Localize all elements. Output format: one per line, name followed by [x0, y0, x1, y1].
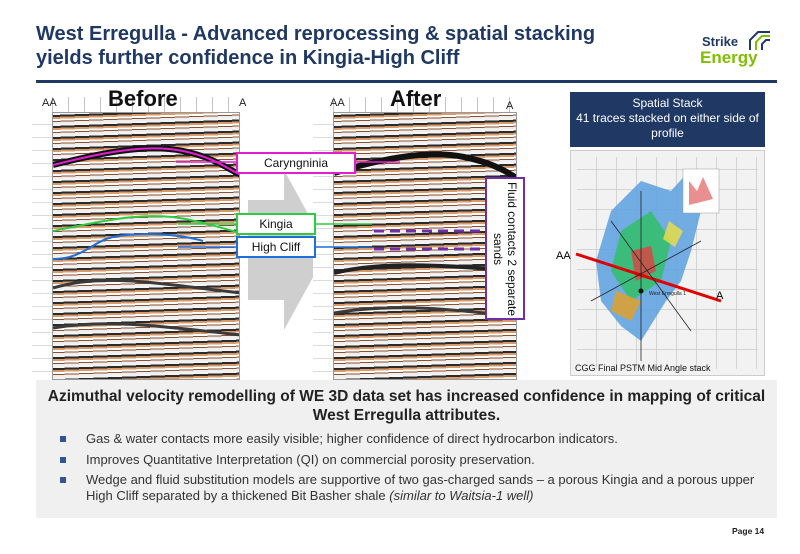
title-line-2: yields further confidence in Kingia-High… — [36, 47, 460, 69]
before-right-label: A — [239, 97, 247, 109]
summary-panel — [36, 380, 777, 518]
carynginia-callout: Caryngninia — [236, 152, 356, 174]
fluid-contacts-label: Fluid contacts 2 separate sands — [491, 181, 519, 316]
summary-bullet-3-note: (similar to Waitsia-1 well) — [389, 487, 534, 503]
logo-word-strike: Strike — [702, 34, 739, 49]
spatial-stack-left-label: AA — [556, 250, 571, 262]
title-divider — [36, 80, 777, 83]
before-title: Before — [108, 86, 178, 111]
fluid-contacts-callout: Fluid contacts 2 separate sands — [485, 177, 525, 320]
carynginia-label: Caryngninia — [263, 156, 329, 170]
spatial-stack-title: Spatial Stack — [632, 96, 703, 110]
strike-energy-logo: Strike Energy — [668, 28, 778, 72]
spatial-stack-subtitle: 41 traces stacked on either side of prof… — [576, 111, 759, 140]
spatial-stack-right-label: A — [716, 290, 724, 302]
after-title: After — [390, 86, 442, 111]
after-left-label: AA — [330, 97, 345, 109]
spatial-stack-caption: CGG Final PSTM Mid Angle stack — [575, 363, 711, 373]
logo-word-energy: Energy — [700, 48, 758, 67]
summary-headline: Azimuthal velocity remodelling of WE 3D … — [47, 388, 766, 424]
kingia-label: Kingia — [259, 217, 293, 231]
spatial-stack-map: West Erregulla 1 CGG Final PSTM Mid Angl… — [570, 150, 765, 376]
summary-bullets: Gas & water contacts more easily visible… — [60, 431, 770, 508]
after-top-axis — [333, 97, 517, 112]
logo-mark-icon — [749, 31, 770, 50]
after-right-label: A — [506, 100, 514, 112]
spatial-stack-header: Spatial Stack 41 traces stacked on eithe… — [570, 92, 765, 147]
title-line-1: West Erregulla - Advanced reprocessing &… — [36, 23, 596, 45]
kingia-callout: Kingia — [236, 213, 316, 235]
summary-bullet-2: Improves Quantitative Interpretation (QI… — [60, 452, 770, 468]
before-top-axis — [52, 97, 240, 112]
summary-bullet-3: Wedge and fluid substitution models are … — [60, 472, 770, 503]
summary-bullet-1: Gas & water contacts more easily visible… — [60, 431, 770, 447]
high-cliff-callout: High Cliff — [236, 236, 316, 258]
page-title: West Erregulla - Advanced reprocessing &… — [36, 22, 636, 70]
well-label: West Erregulla 1 — [649, 291, 686, 297]
after-depth-axis — [313, 112, 333, 380]
page-number: Page 14 — [732, 526, 765, 536]
before-depth-axis — [32, 112, 52, 380]
before-left-label: AA — [42, 97, 57, 109]
high-cliff-label: High Cliff — [251, 240, 301, 254]
before-seismic-section — [52, 112, 240, 380]
